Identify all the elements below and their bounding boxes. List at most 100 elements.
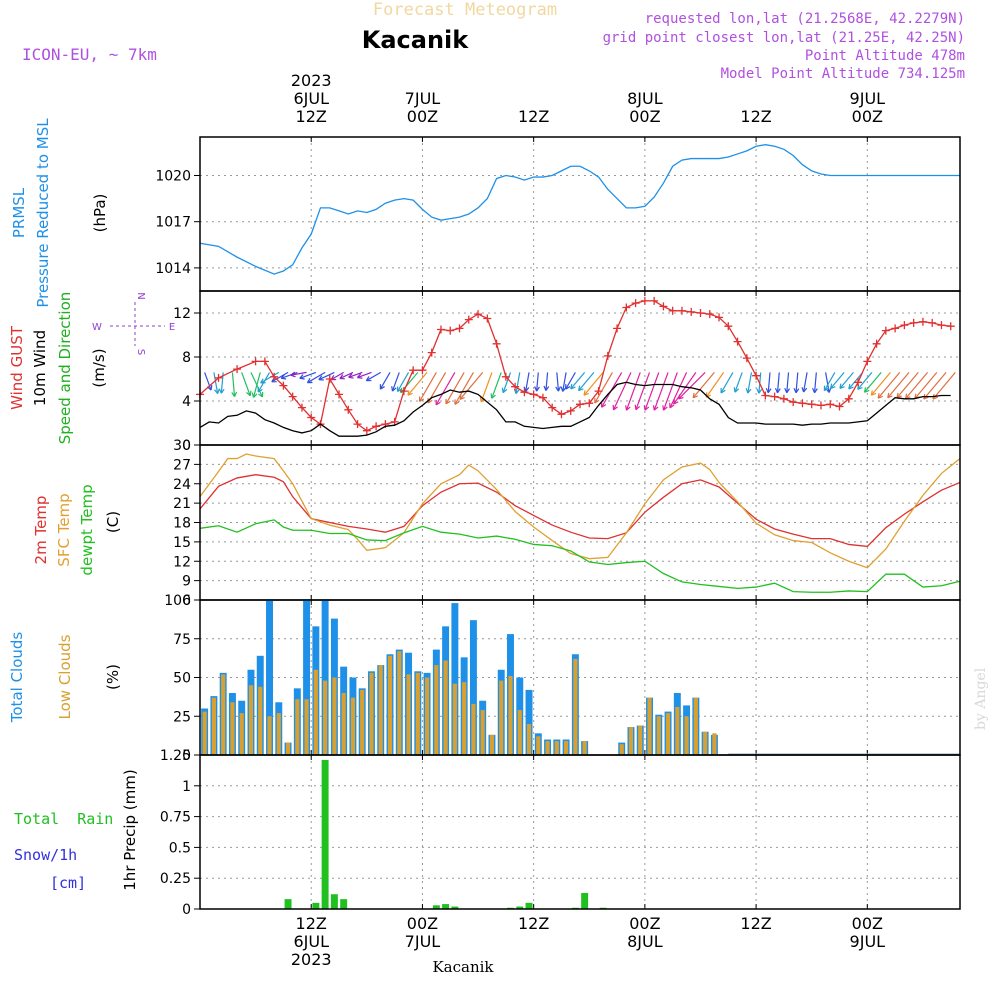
gust-marker <box>252 357 260 365</box>
time-label-top: 00Z <box>407 107 438 126</box>
clouds-low-bar <box>203 712 207 755</box>
clouds-low-bar <box>481 710 485 755</box>
temp-panel-labels: 2m Temp SFC Temp dewpt Temp (C) <box>32 484 122 575</box>
clouds-low-bar <box>629 727 633 755</box>
gust-marker <box>659 302 667 310</box>
clouds-low-bar <box>212 698 216 755</box>
precip-total-bar <box>322 760 329 909</box>
gust-marker <box>632 299 640 307</box>
time-label-bottom: 2023 <box>291 950 332 969</box>
gust-marker <box>891 324 899 332</box>
gust-marker <box>261 357 269 365</box>
clouds-low-bar <box>536 736 540 755</box>
wind-arrow <box>254 372 261 397</box>
gust-marker <box>474 310 482 318</box>
gust-marker <box>530 390 538 398</box>
time-label-top: 00Z <box>852 107 883 126</box>
wind-label-2: 10m Wind <box>31 330 49 406</box>
gust-marker <box>696 309 704 317</box>
wind-arrow-head <box>674 399 675 404</box>
gust-marker <box>567 407 575 415</box>
wind-arrow-head <box>654 405 655 410</box>
gust-marker <box>344 406 352 414</box>
precip-total-bar <box>331 894 338 909</box>
wind-arrow-head <box>357 378 362 379</box>
gust-marker <box>354 420 362 428</box>
time-label-bottom: 12Z <box>296 914 327 933</box>
temp-label-1: 2m Temp <box>32 496 50 565</box>
gust-marker <box>493 340 501 348</box>
wind-arrow <box>721 372 733 393</box>
time-label-bottom: 00Z <box>407 914 438 933</box>
time-label-bottom: 12Z <box>518 914 549 933</box>
compass-south: S <box>135 349 146 355</box>
clouds-label-2: Low Clouds <box>56 634 74 719</box>
compass-north: N <box>135 292 146 299</box>
precip-total-bar <box>526 903 533 909</box>
gust-marker <box>650 297 658 305</box>
gust-marker <box>817 401 825 409</box>
clouds-low-bar <box>647 698 651 755</box>
gust-marker <box>882 327 890 335</box>
wind-arrow-head <box>218 389 220 394</box>
gust-marker <box>678 307 686 315</box>
wind-arrow-head <box>561 387 563 392</box>
time-label-bottom: 00Z <box>629 914 660 933</box>
wind-arrow-head <box>250 391 251 396</box>
gust-marker <box>446 327 454 335</box>
wind-wind-gust-line <box>200 301 951 431</box>
gust-marker <box>743 354 751 362</box>
gust-marker <box>669 307 677 315</box>
temp-unit: (C) <box>104 511 122 533</box>
gust-marker <box>428 349 436 357</box>
requested-coords: requested lon,lat (21.2568E, 42.2279N) <box>645 11 965 27</box>
wind-10m-wind-line <box>200 382 951 436</box>
gust-marker <box>798 399 806 407</box>
gust-marker <box>734 338 742 346</box>
wind-arrow <box>706 372 723 397</box>
clouds-low-bar <box>471 704 475 755</box>
y-tick-label: 1014 <box>155 261 191 277</box>
gust-marker <box>789 398 797 406</box>
gust-marker <box>937 321 945 329</box>
forecast-title: Forecast Meteogram <box>373 0 557 20</box>
gust-marker <box>873 340 881 348</box>
time-label-top: 00Z <box>629 107 660 126</box>
gust-marker <box>900 321 908 329</box>
gust-marker <box>576 400 584 408</box>
clouds-low-bar <box>712 733 716 755</box>
wind-arrow <box>566 372 576 389</box>
y-tick-label: 0.5 <box>169 840 191 856</box>
y-tick-label: 8 <box>182 350 191 366</box>
time-label-top: 7JUL <box>405 89 441 108</box>
y-tick-label: 9 <box>182 574 191 590</box>
wind-arrow <box>397 372 408 391</box>
pressure-label-2: Pressure Reduced to MSL <box>34 118 52 308</box>
clouds-low-bar <box>406 674 410 755</box>
y-tick-label: 1020 <box>155 169 191 185</box>
wind-arrow <box>897 372 918 397</box>
wind-arrow <box>380 372 390 389</box>
clouds-low-bar <box>416 673 420 755</box>
clouds-low-bar <box>314 670 318 755</box>
wind-arrow-head <box>644 405 645 410</box>
wind-arrow <box>871 372 890 395</box>
time-label-top: 12Z <box>518 107 549 126</box>
time-label-bottom: 6JUL <box>293 932 329 951</box>
wind-arrow <box>492 372 501 398</box>
precip-total-bar <box>285 899 292 909</box>
time-label-top: 12Z <box>296 107 327 126</box>
y-tick-label: 15 <box>173 535 191 551</box>
clouds-low-bar <box>230 702 234 755</box>
time-label-top: 8JUL <box>627 89 663 108</box>
clouds-low-bar <box>277 713 281 755</box>
temp-label-3: dewpt Temp <box>78 484 96 575</box>
clouds-low-bar <box>573 659 577 755</box>
station-title: Kacanik <box>362 26 470 54</box>
wind-arrow-head <box>349 377 354 378</box>
gust-marker <box>622 304 630 312</box>
